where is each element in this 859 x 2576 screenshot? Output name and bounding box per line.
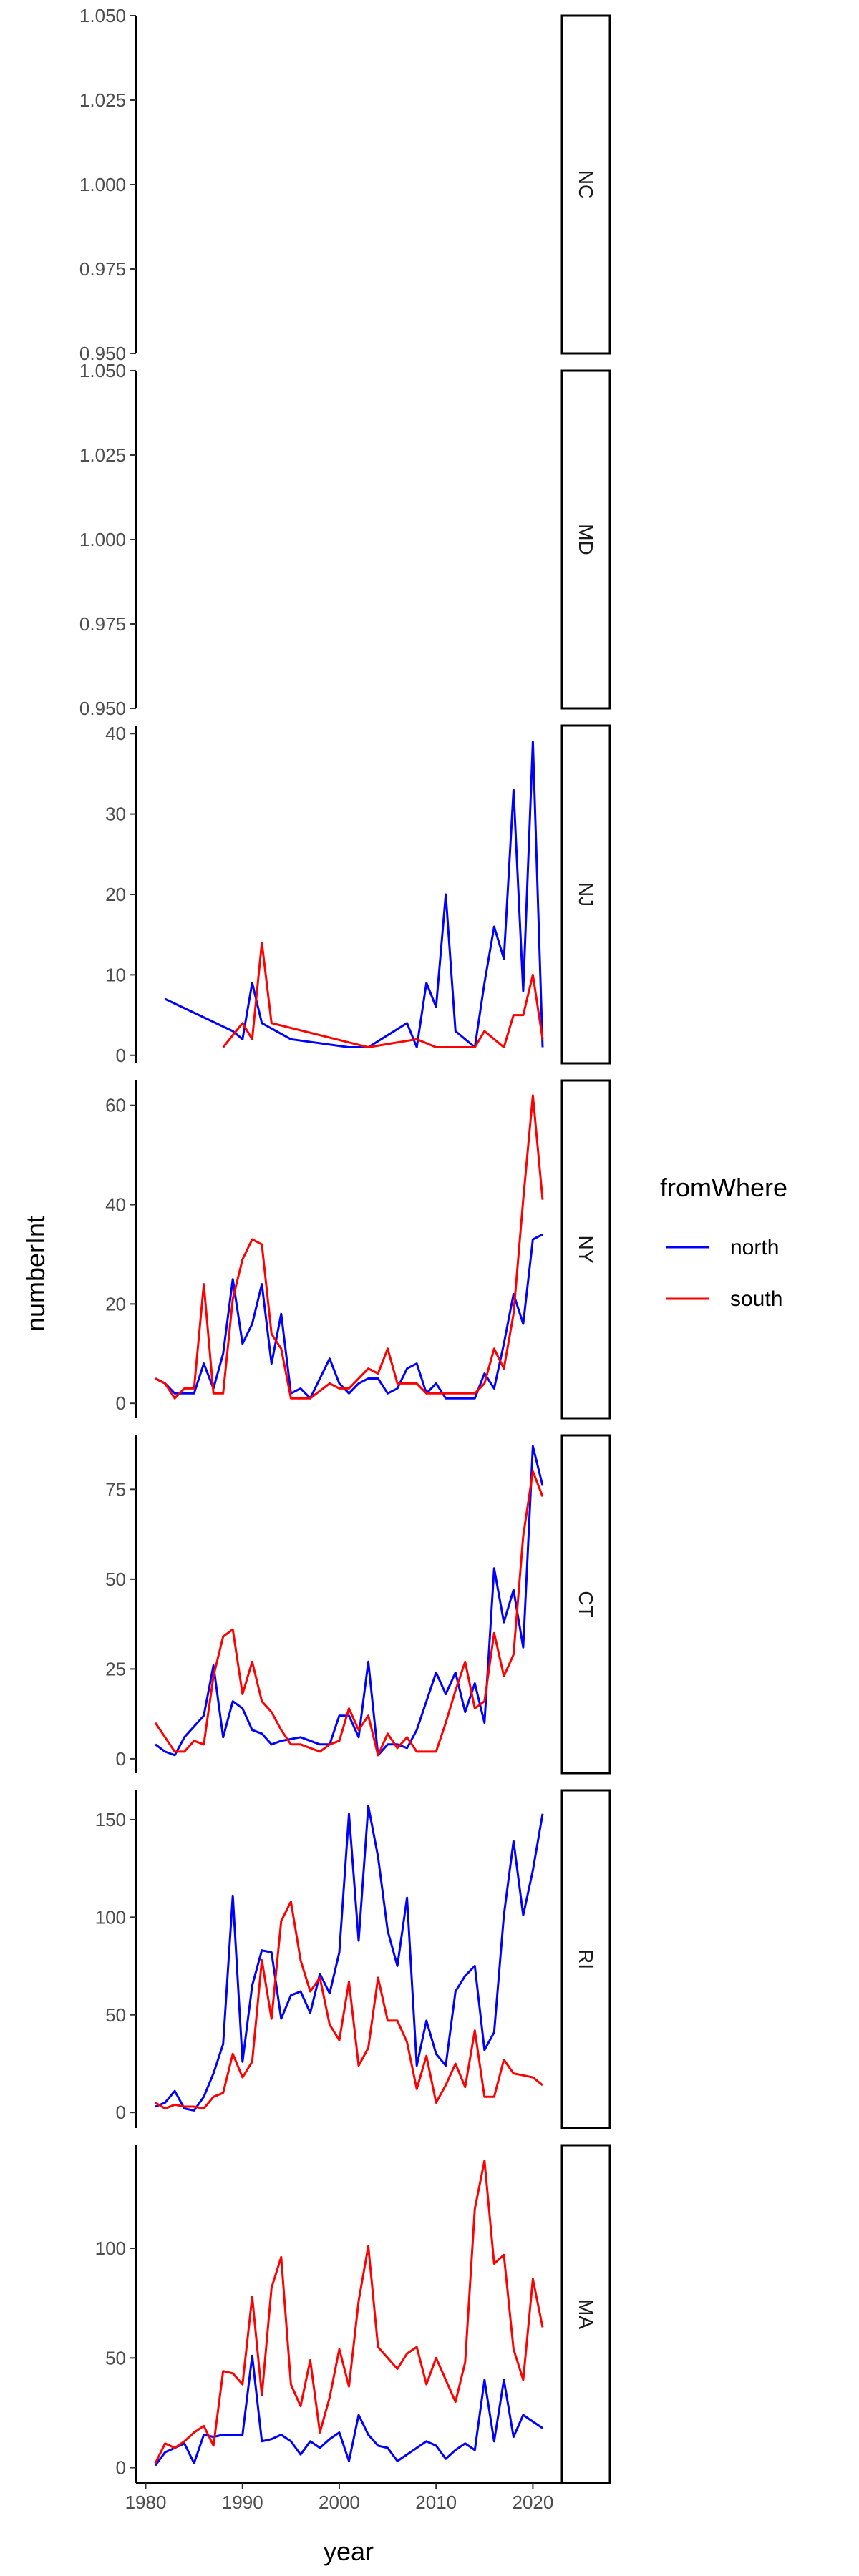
legend: fromWhere north south	[660, 1173, 787, 1311]
series-line-south	[154, 2160, 544, 2464]
facet-label-ma: MA	[575, 2299, 597, 2329]
facet-strip	[560, 369, 611, 710]
x-tick-label: 1980	[125, 2492, 167, 2513]
series-line-south	[155, 1094, 544, 1400]
x-tick-label: 1990	[222, 2492, 263, 2513]
y-tick-label: 1.025	[79, 444, 126, 466]
y-tick-label: 0	[116, 1392, 126, 1414]
facet-strip	[560, 1434, 611, 1775]
facet-label-ri: RI	[575, 1949, 597, 1969]
y-tick-label: 0	[116, 1748, 126, 1770]
y-tick-label: 30	[105, 804, 126, 825]
legend-label-south: south	[730, 1287, 782, 1311]
y-tick-label: 25	[105, 1658, 126, 1679]
series-line-north	[155, 1805, 544, 2112]
facet-panel-ct: 0 25 50 75 CT	[105, 1434, 611, 1775]
facet-panel-md: 0.950 0.975 1.000 1.025 1.050 MD	[79, 360, 611, 719]
y-tick-label: 75	[105, 1478, 126, 1500]
y-tick-label: 10	[105, 964, 126, 985]
series-line-north	[164, 741, 544, 1048]
facet-label-ct: CT	[575, 1591, 597, 1617]
facet-strip	[560, 724, 611, 1065]
y-tick-label: 1.050	[79, 360, 126, 381]
y-tick-label: 40	[105, 723, 126, 744]
facet-strip	[560, 1789, 611, 2129]
legend-title: fromWhere	[660, 1173, 787, 1202]
facet-panels: 0.950 0.975 1.000 1.025 1.050 NC 0.950 0.975 1.0…	[79, 5, 611, 2484]
facet-panel-ny: 0 20 40 60 NY	[105, 1079, 611, 1420]
y-tick-label: 50	[105, 2347, 126, 2368]
x-axis: 1980 1990 2000 2010 2020	[125, 2482, 562, 2513]
y-tick-label: 0.975	[79, 613, 126, 635]
y-tick-label: 0	[116, 2457, 126, 2479]
y-tick-label: 1.050	[79, 5, 126, 26]
facet-strip	[560, 14, 611, 355]
y-tick-label: 1.000	[79, 529, 126, 550]
x-tick-label: 2000	[319, 2492, 360, 2513]
y-tick-label: 1.025	[79, 89, 126, 111]
series-line-north	[155, 1445, 544, 1757]
y-tick-label: 40	[105, 1194, 126, 1216]
facet-strip	[560, 2144, 611, 2484]
x-tick-label: 2010	[415, 2492, 457, 2513]
y-tick-label: 0	[116, 1045, 126, 1066]
facet-label-md: MD	[575, 524, 597, 555]
y-tick-label: 0.950	[79, 698, 126, 719]
y-tick-label: 20	[105, 884, 126, 905]
series-line-south	[222, 941, 544, 1048]
y-tick-label: 20	[105, 1293, 126, 1314]
facet-panel-ri: 0 50 100 150 RI	[95, 1789, 611, 2129]
y-tick-label: 100	[95, 1906, 126, 1928]
series-line-south	[155, 1901, 543, 2110]
y-tick-label: 0.950	[79, 343, 126, 364]
facet-panel-nc: 0.950 0.975 1.000 1.025 1.050 NC	[79, 5, 611, 364]
facet-strip	[560, 1079, 611, 1420]
y-tick-label: 0.975	[79, 258, 126, 280]
facet-label-nc: NC	[575, 170, 597, 199]
y-tick-label: 0	[116, 2102, 126, 2123]
x-axis-title: year	[324, 2537, 374, 2566]
y-tick-label: 1.000	[79, 174, 126, 195]
facet-panel-ma: 0 50 100 MA	[95, 2144, 611, 2484]
series-line-north	[154, 2354, 543, 2467]
y-tick-label: 60	[105, 1095, 126, 1116]
legend-label-north: north	[730, 1236, 779, 1259]
y-tick-label: 50	[105, 1568, 126, 1590]
series-line-north	[155, 1233, 543, 1400]
y-axis-title: numberInt	[21, 1216, 50, 1332]
y-tick-label: 50	[105, 2004, 126, 2026]
facet-label-nj: NJ	[575, 882, 597, 907]
y-tick-label: 100	[95, 2238, 126, 2259]
facet-panel-nj: 0 10 20 30 40 NJ	[105, 723, 611, 1066]
facet-label-ny: NY	[575, 1236, 597, 1264]
series-line-south	[154, 1470, 544, 1757]
y-tick-label: 150	[95, 1809, 126, 1830]
x-tick-label: 2020	[513, 2492, 554, 2513]
